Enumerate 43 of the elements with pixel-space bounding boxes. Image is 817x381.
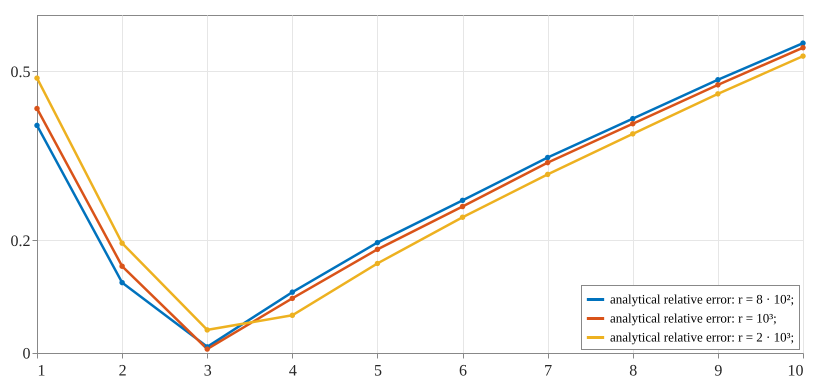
point — [290, 296, 296, 302]
point — [374, 246, 380, 252]
x-tick-label: 2 — [118, 362, 127, 380]
point — [630, 120, 636, 126]
point — [544, 172, 550, 178]
x-tick-label: 7 — [544, 362, 552, 380]
point — [290, 312, 296, 318]
point — [374, 260, 380, 266]
y-tick-label: 0.2 — [10, 232, 30, 250]
point — [119, 280, 125, 286]
point — [34, 106, 40, 112]
point — [34, 75, 40, 81]
point — [544, 160, 550, 166]
point — [630, 116, 636, 122]
point — [290, 289, 296, 295]
x-tick-label: 5 — [374, 362, 382, 380]
legend-label: analytical relative error: r = 2 · 10³; — [610, 330, 794, 344]
point — [630, 131, 636, 137]
point — [715, 82, 721, 88]
point — [204, 327, 210, 333]
x-tick-label: 1 — [38, 362, 46, 380]
point — [374, 240, 380, 246]
x-tick-label: 8 — [629, 362, 638, 380]
y-tick-label: 0 — [22, 346, 30, 362]
x-tick-label: 9 — [714, 362, 722, 380]
point — [544, 154, 550, 160]
point — [715, 91, 721, 97]
point — [460, 214, 466, 220]
point — [119, 264, 125, 269]
point — [119, 240, 125, 246]
point — [800, 44, 806, 50]
legend-label: analytical relative error: r = 10³; — [610, 310, 777, 326]
x-tick-label: 10 — [788, 362, 804, 380]
point — [460, 198, 466, 204]
x-tick-label: 3 — [204, 362, 212, 380]
x-tick-label: 6 — [459, 362, 468, 380]
x-tick-label: 4 — [288, 362, 297, 380]
y-tick-label: 0.5 — [10, 64, 30, 81]
point — [34, 122, 40, 128]
legend-label: analytical relative error: r = 8 · 10²; — [610, 292, 794, 306]
point — [800, 53, 806, 59]
point — [715, 77, 721, 83]
point — [460, 204, 466, 210]
